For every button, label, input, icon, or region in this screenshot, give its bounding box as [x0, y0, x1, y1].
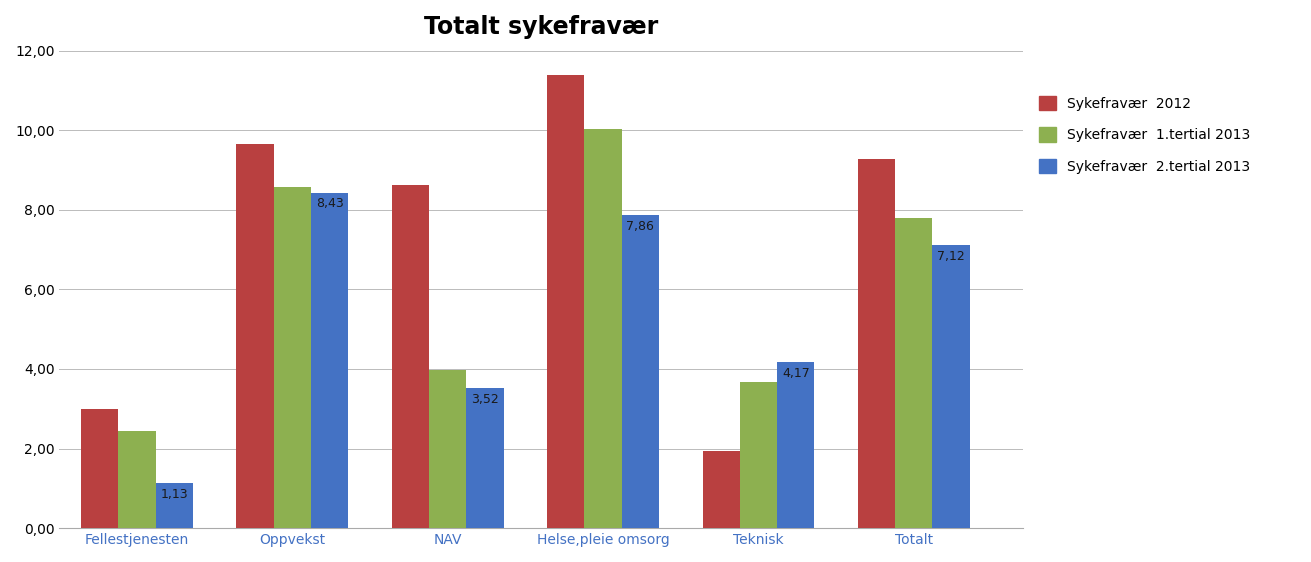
- Bar: [81, 409, 118, 528]
- Bar: [932, 245, 970, 528]
- Bar: [236, 144, 274, 528]
- Bar: [311, 193, 349, 528]
- Bar: [703, 451, 739, 528]
- Bar: [467, 388, 503, 528]
- Text: 4,17: 4,17: [781, 367, 810, 380]
- Bar: [429, 370, 467, 528]
- Bar: [857, 159, 895, 528]
- Bar: [118, 432, 156, 528]
- Text: 3,52: 3,52: [471, 393, 499, 406]
- Bar: [156, 483, 193, 528]
- Legend: Sykefravær  2012, Sykefravær  1.tertial 2013, Sykefravær  2.tertial 2013: Sykefravær 2012, Sykefravær 1.tertial 20…: [1040, 96, 1251, 174]
- Bar: [585, 129, 621, 528]
- Bar: [739, 382, 777, 528]
- Bar: [777, 362, 814, 528]
- Title: Totalt sykefravær: Totalt sykefravær: [423, 15, 658, 39]
- Bar: [895, 218, 932, 528]
- Text: 7,86: 7,86: [627, 220, 654, 233]
- Text: 1,13: 1,13: [160, 488, 189, 501]
- Bar: [621, 215, 659, 528]
- Bar: [392, 185, 429, 528]
- Bar: [274, 187, 311, 528]
- Bar: [547, 75, 585, 528]
- Text: 8,43: 8,43: [316, 197, 343, 211]
- Text: 7,12: 7,12: [937, 250, 965, 262]
